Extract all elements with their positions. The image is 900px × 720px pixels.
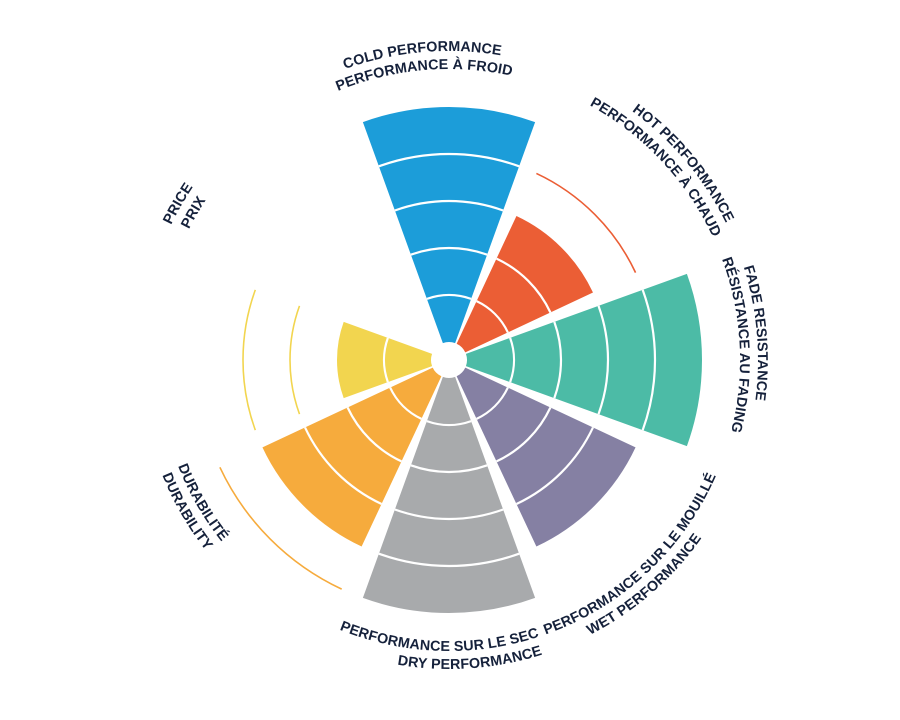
svg-text:WET PERFORMANCE: WET PERFORMANCE (584, 531, 705, 639)
svg-text:PERFORMANCE SUR LE SEC: PERFORMANCE SUR LE SEC (338, 618, 541, 655)
svg-text:HOT PERFORMANCE: HOT PERFORMANCE (629, 101, 736, 225)
